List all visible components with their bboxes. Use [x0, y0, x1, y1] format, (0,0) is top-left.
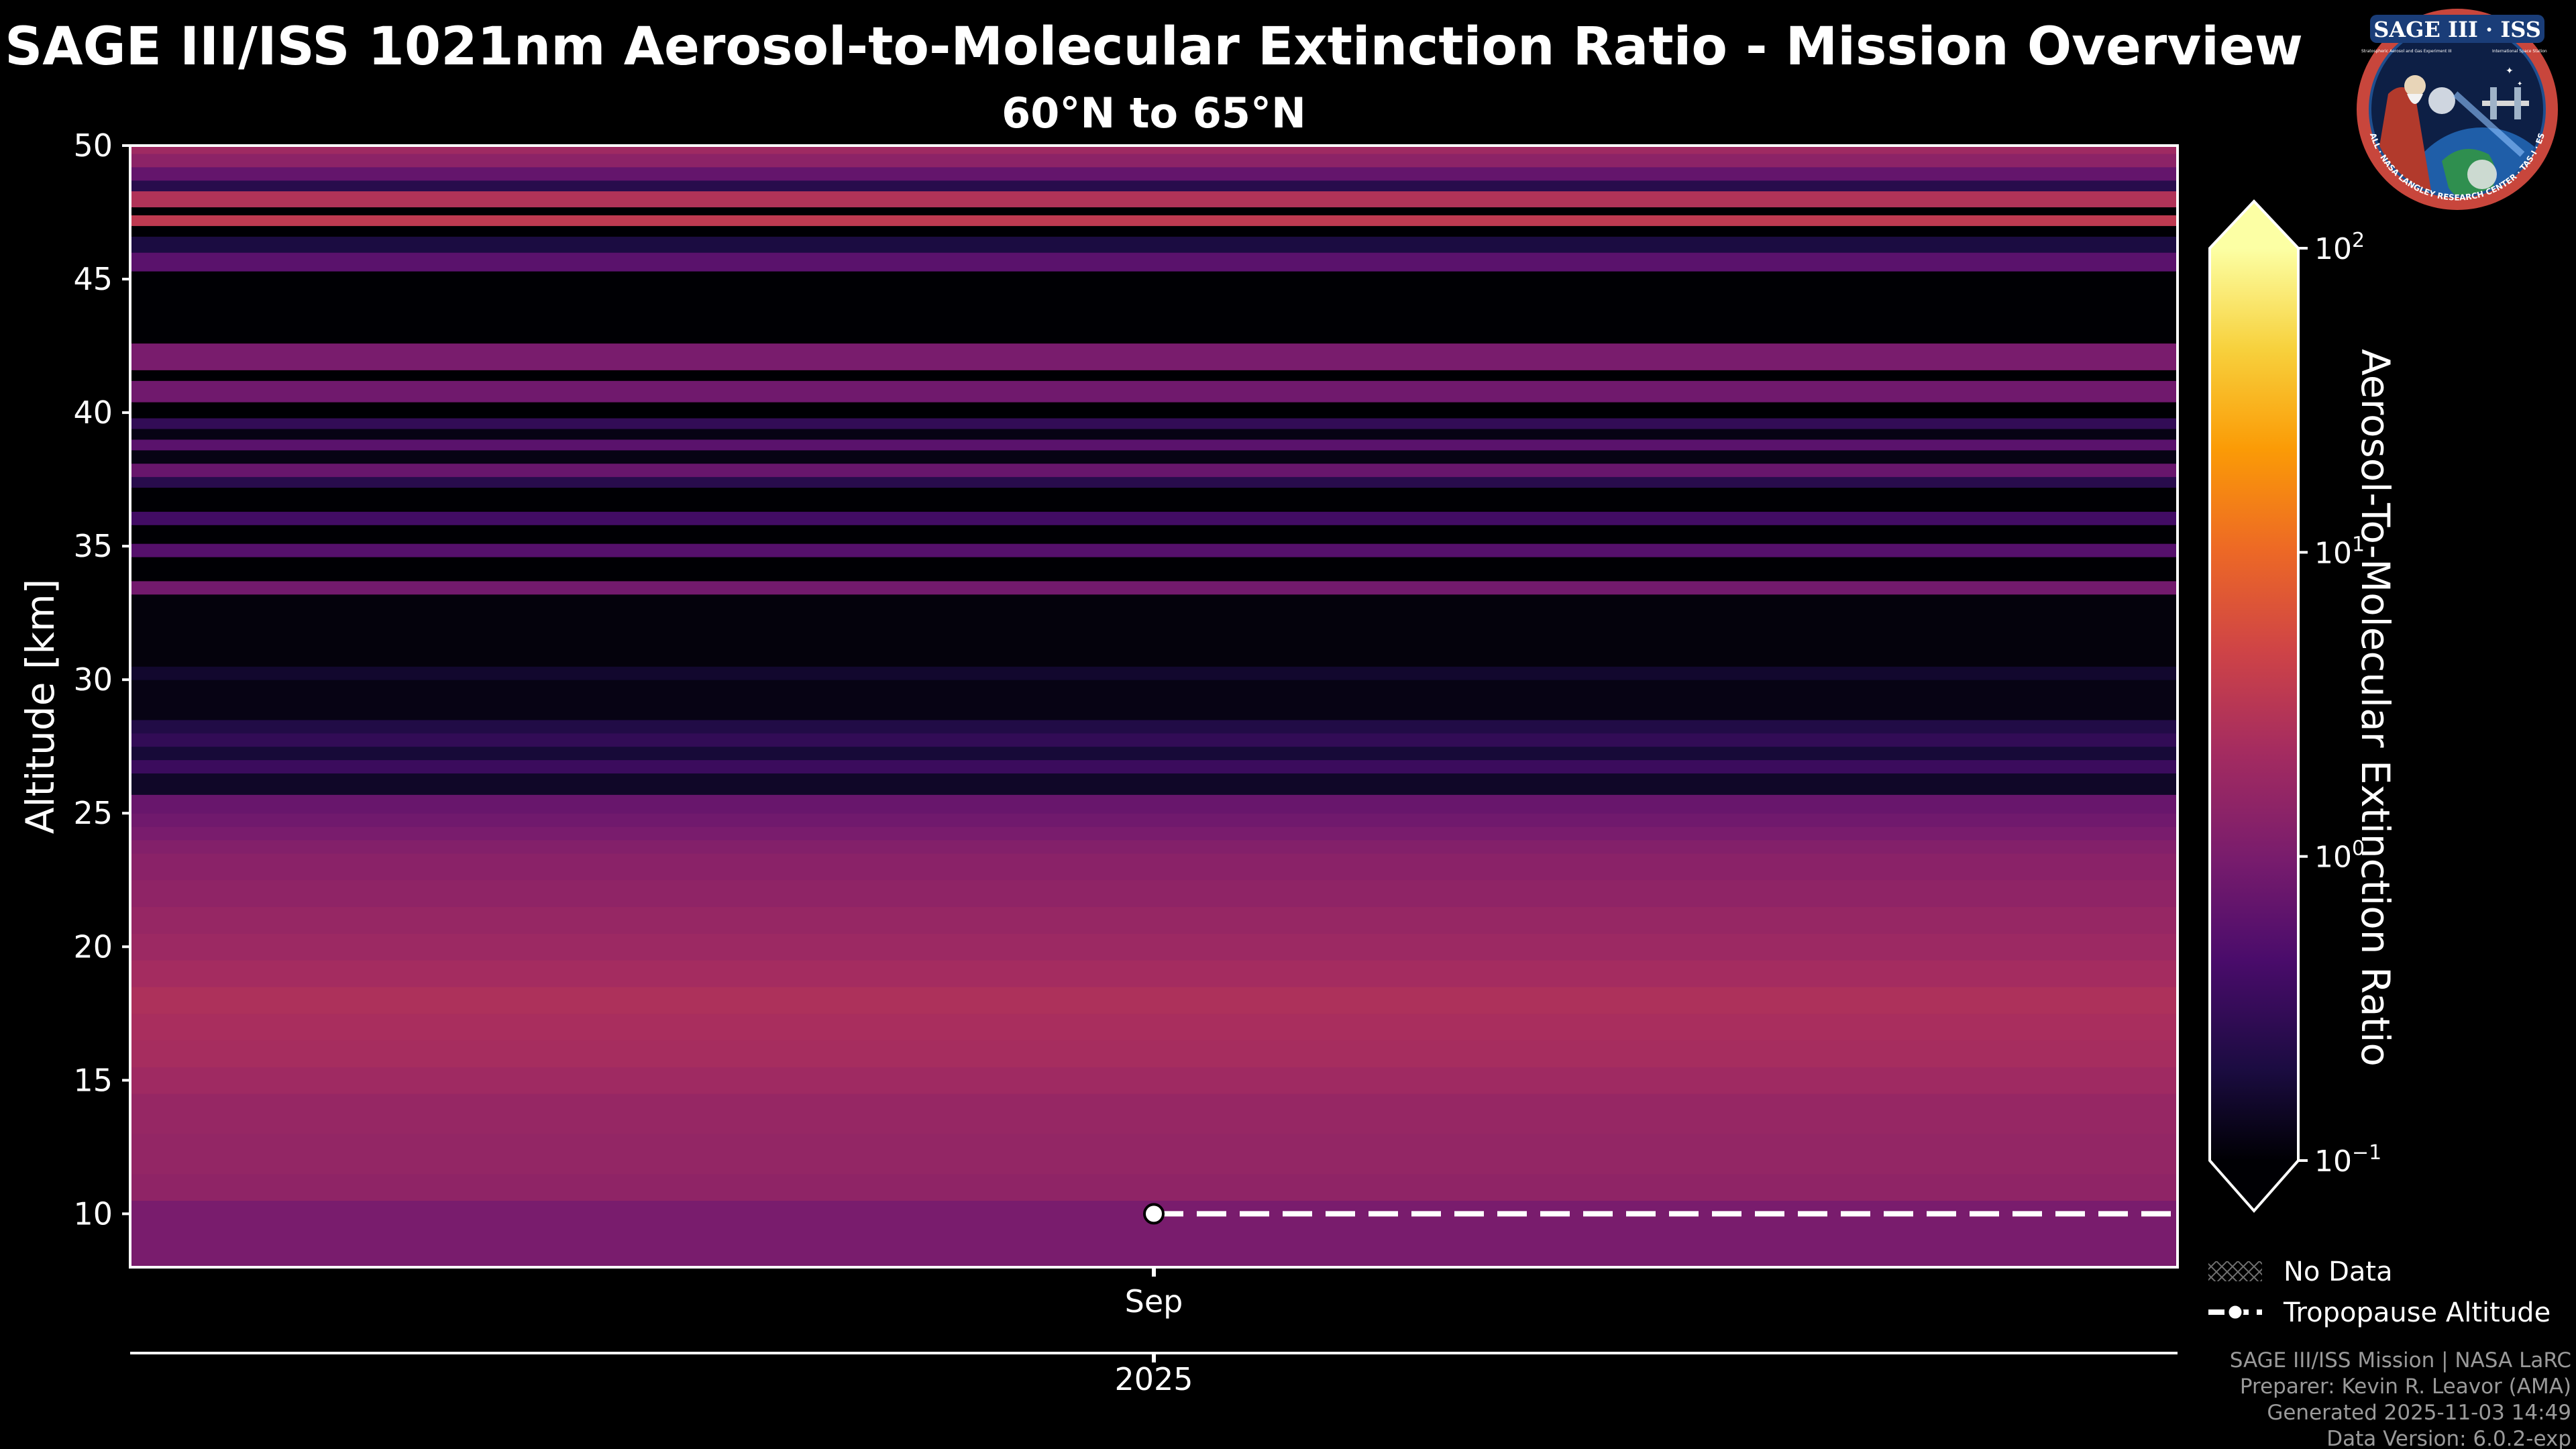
heatmap-band-12: [130, 853, 2178, 881]
heatmap-band-33: [130, 449, 2178, 464]
heatmap-band-31: [130, 476, 2178, 488]
y-tick-label-15: 15: [73, 1062, 113, 1098]
heatmap-band-6: [130, 1013, 2178, 1041]
heatmap-band-51: [130, 146, 2178, 154]
heatmap-band-47: [130, 191, 2178, 208]
heatmap-bands: [130, 146, 2178, 1268]
credits: SAGE III/ISS Mission | NASA LaRC Prepare…: [2230, 1348, 2571, 1449]
heatmap-band-24: [130, 594, 2178, 667]
heatmap-band-16: [130, 794, 2178, 814]
heatmap-band-21: [130, 719, 2178, 734]
heatmap-band-45: [130, 215, 2178, 226]
y-tick-label-35: 35: [73, 528, 113, 564]
heatmap-band-46: [130, 207, 2178, 216]
credits-line-4: Data Version: 6.0.2-exp: [2326, 1427, 2571, 1449]
x-tick-label-0: Sep: [1125, 1283, 1183, 1320]
tropopause-marker: [1143, 1203, 1165, 1225]
heatmap-band-50: [130, 153, 2178, 168]
badge-title: SAGE III · ISS: [2373, 17, 2541, 42]
heatmap-band-13: [130, 840, 2178, 854]
y-tick-label-10: 10: [73, 1195, 113, 1232]
colorbar-extend-top: [2210, 201, 2298, 248]
y-axis: 10 15 20 25 30 35 40 45 50: [73, 127, 130, 1232]
legend: No Data Tropopause Altitude: [2208, 1256, 2551, 1328]
credits-line-1: SAGE III/ISS Mission | NASA LaRC: [2230, 1348, 2571, 1373]
heatmap-band-22: [130, 680, 2178, 720]
badge-left-text: Stratospheric Aerosol and Gas Experiment…: [2361, 49, 2452, 54]
heatmap-band-44: [130, 225, 2178, 237]
heatmap-band-49: [130, 166, 2178, 181]
heatmap-band-48: [130, 180, 2178, 192]
heatmap-band-30: [130, 487, 2178, 512]
heatmap-band-27: [130, 543, 2178, 557]
heatmap-band-42: [130, 252, 2178, 272]
y-tick-label-50: 50: [73, 127, 113, 164]
heatmap-band-8: [130, 960, 2178, 987]
y-axis-label: Altitude [km]: [17, 579, 63, 834]
heatmap-band-41: [130, 271, 2178, 344]
chart-subtitle: 60°N to 65°N: [1002, 89, 1306, 138]
heatmap-band-14: [130, 826, 2178, 841]
heatmap-band-40: [130, 343, 2178, 370]
heatmap-band-1: [130, 1173, 2178, 1201]
heatmap-band-7: [130, 987, 2178, 1014]
colorbar-extend-bottom: [2210, 1161, 2298, 1211]
y-tick-label-40: 40: [73, 394, 113, 431]
tropopause-series: [1143, 1203, 2175, 1225]
heatmap-band-43: [130, 236, 2178, 253]
heatmap-band-35: [130, 428, 2178, 440]
colorbar-tick-label-3: 10−1: [2314, 1141, 2381, 1179]
heatmap-band-10: [130, 906, 2178, 934]
chart-title: SAGE III/ISS 1021nm Aerosol-to-Molecular…: [5, 17, 2303, 77]
badge-banner: [2370, 15, 2544, 43]
legend-no-data-swatch: [2208, 1261, 2262, 1281]
x-axis: Sep: [1125, 1267, 1183, 1320]
year-tick-label: 2025: [1114, 1361, 1193, 1397]
heatmap-band-32: [130, 463, 2178, 478]
colorbar-gradient: [2210, 248, 2298, 1161]
heatmap-band-9: [130, 933, 2178, 961]
y-tick-label-45: 45: [73, 261, 113, 297]
legend-tropopause-marker: [2226, 1303, 2244, 1321]
colorbar-label: Aerosol-To-Molecular Extinction Ratio: [2353, 349, 2398, 1067]
heatmap-band-25: [130, 580, 2178, 595]
heatmap-band-23: [130, 666, 2178, 680]
heatmap-band-11: [130, 879, 2178, 908]
heatmap-band-39: [130, 370, 2178, 381]
heatmap-band-17: [130, 773, 2178, 795]
heatmap-band-19: [130, 746, 2178, 761]
heatmap-band-20: [130, 733, 2178, 747]
y-tick-label-30: 30: [73, 661, 113, 698]
heatmap-band-4: [130, 1067, 2178, 1094]
telescope-icon: [2428, 87, 2455, 114]
legend-no-data-label: No Data: [2284, 1256, 2393, 1287]
badge-right-text: International Space Station: [2492, 49, 2547, 54]
heatmap-band-37: [130, 402, 2178, 419]
y-tick-label-25: 25: [73, 795, 113, 831]
heatmap-band-15: [130, 813, 2178, 827]
credits-line-2: Preparer: Kevin R. Leavor (AMA): [2240, 1375, 2571, 1399]
heatmap-band-28: [130, 525, 2178, 544]
heatmap-band-26: [130, 557, 2178, 582]
heatmap-band-36: [130, 418, 2178, 429]
credits-line-3: Generated 2025-11-03 14:49: [2267, 1401, 2571, 1425]
heatmap-band-5: [130, 1040, 2178, 1067]
svg-text:✦: ✦: [2506, 66, 2514, 76]
heatmap-band-18: [130, 759, 2178, 774]
heatmap-band-34: [130, 439, 2178, 451]
iss-icon: [2482, 87, 2529, 119]
y-tick-label-20: 20: [73, 928, 113, 965]
heatmap-band-2: [130, 1133, 2178, 1175]
heatmap-band-38: [130, 380, 2178, 402]
colorbar-tick-label-0: 102: [2314, 229, 2365, 266]
heatmap-band-29: [130, 511, 2178, 525]
heatmap-band-3: [130, 1093, 2178, 1134]
svg-text:✦: ✦: [2517, 80, 2522, 88]
legend-tropopause-label: Tropopause Altitude: [2283, 1297, 2551, 1328]
